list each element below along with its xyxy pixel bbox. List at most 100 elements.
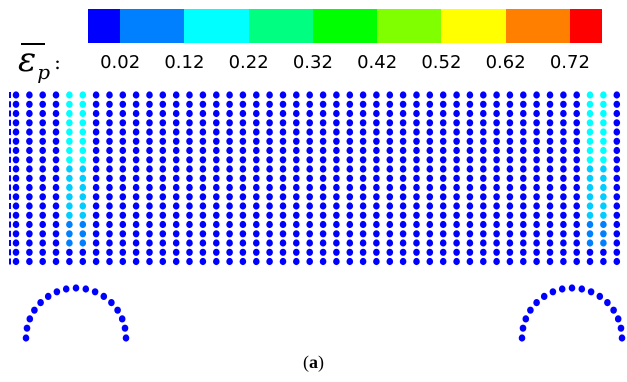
particle (106, 202, 113, 210)
particle (39, 100, 46, 108)
particle (226, 146, 233, 155)
particle (199, 183, 207, 192)
particle (119, 257, 127, 266)
particle (239, 109, 247, 118)
particle (586, 119, 594, 127)
support-particle (519, 324, 527, 332)
particle (386, 230, 394, 238)
particle (266, 100, 273, 108)
particle (560, 146, 567, 155)
particle (306, 220, 314, 229)
particle (146, 193, 153, 201)
particle (399, 137, 407, 145)
particle (26, 193, 33, 201)
figure-caption: (a) (303, 352, 324, 372)
particle (52, 91, 60, 99)
particle (266, 220, 273, 229)
particle (239, 174, 247, 182)
particle (359, 220, 367, 229)
particle (92, 109, 100, 118)
particle (373, 183, 380, 192)
particle (12, 100, 20, 108)
particle (79, 239, 87, 247)
particle (132, 183, 140, 192)
particle (132, 257, 140, 266)
particle (66, 193, 73, 201)
particle (546, 220, 554, 229)
particle (172, 91, 180, 99)
particle (319, 257, 327, 266)
particle (333, 202, 340, 210)
support-particle (527, 306, 534, 314)
particle (600, 100, 607, 108)
particle (172, 156, 180, 164)
particle (493, 211, 500, 219)
particle (399, 193, 407, 201)
particle (346, 128, 354, 136)
particle (92, 230, 100, 238)
particle (346, 109, 354, 118)
particle (480, 146, 487, 155)
particle (239, 183, 247, 192)
boundary-particle (9, 101, 11, 108)
particle (159, 128, 167, 136)
particle (199, 239, 207, 247)
particle (39, 174, 46, 182)
particle (399, 220, 407, 229)
particle (546, 100, 554, 108)
particle (306, 211, 314, 219)
particle (466, 100, 474, 108)
particle (306, 183, 314, 192)
particle (79, 220, 87, 229)
particle (26, 156, 33, 164)
particle (533, 174, 540, 182)
support-particle (72, 284, 80, 292)
particle (66, 183, 73, 192)
particle (586, 165, 594, 173)
particle (426, 183, 434, 192)
particle (252, 230, 260, 238)
particle (333, 119, 340, 127)
particle (132, 165, 140, 173)
particle (239, 128, 247, 136)
particle (12, 193, 20, 201)
particle (26, 220, 33, 229)
colorbar-segment (377, 9, 442, 43)
particle (52, 193, 60, 201)
particle (359, 165, 367, 173)
particle (266, 174, 273, 182)
particle (79, 230, 87, 238)
particle (66, 230, 73, 238)
particle (506, 174, 514, 182)
particle (466, 119, 474, 127)
particle (266, 239, 273, 247)
particle (399, 202, 407, 210)
particle (413, 146, 420, 155)
particle (199, 211, 207, 219)
particle (506, 257, 514, 266)
particle (573, 230, 580, 238)
particle (600, 183, 607, 192)
particle (252, 165, 260, 173)
particle (12, 248, 20, 256)
particle (186, 211, 193, 219)
particle (186, 91, 193, 99)
particle (106, 248, 113, 256)
particle (560, 128, 567, 136)
particle (480, 100, 487, 108)
particle (293, 100, 300, 108)
particle (493, 156, 500, 164)
particle (560, 91, 567, 99)
particle (199, 174, 207, 182)
particle (119, 193, 127, 201)
particle (252, 248, 260, 256)
particle (119, 220, 127, 229)
particle (106, 239, 113, 247)
particle (186, 230, 193, 238)
particle (333, 128, 340, 136)
particle (159, 211, 167, 219)
particle (172, 220, 180, 229)
boundary-particle (9, 230, 11, 237)
particle (413, 257, 420, 266)
